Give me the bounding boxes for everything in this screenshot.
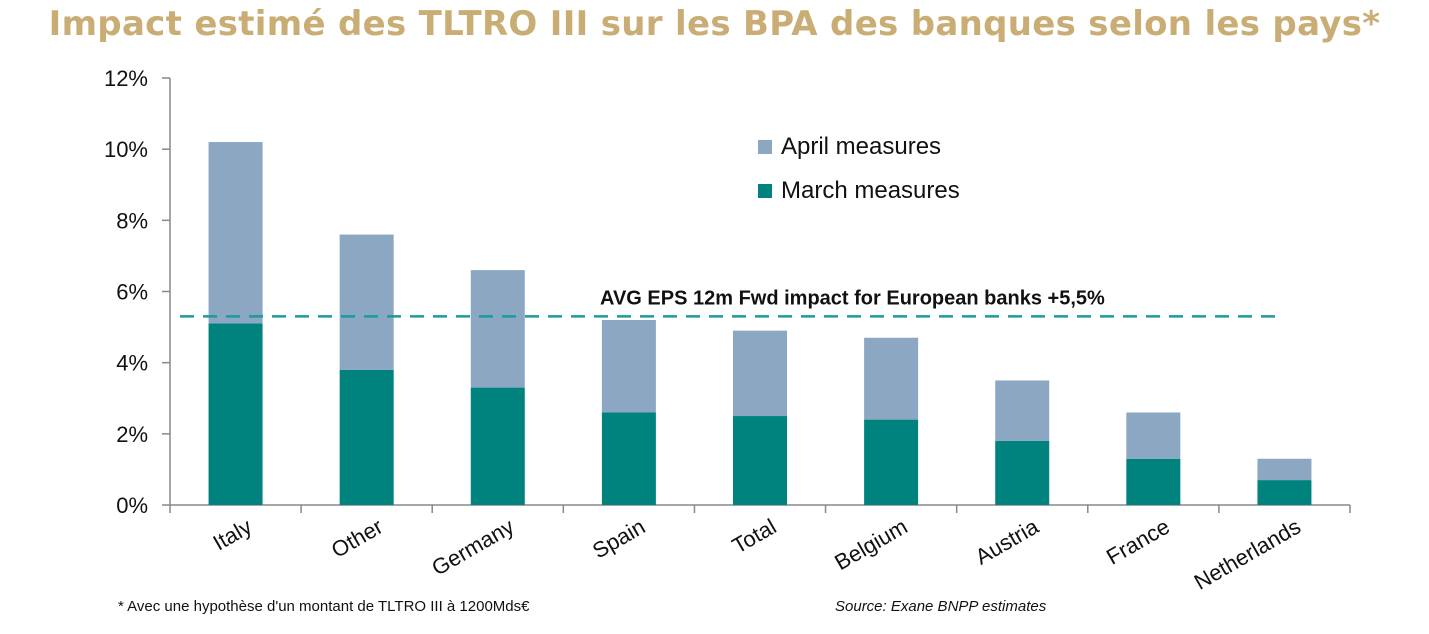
category-labels: Italy Other Germany Spain Total Belgium Austri… [209,513,1305,594]
bar-april-measures-austria [995,380,1050,441]
x-category-label: Other [327,514,387,563]
x-category-label: France [1102,514,1174,570]
x-category-label: Austria [971,513,1043,569]
x-category-label: Germany [427,514,518,581]
y-tick-label: 6% [116,280,148,305]
bar-april-measures-france [1126,412,1181,459]
bar-march-measures-germany [470,387,525,505]
x-category-label: Spain [588,514,649,564]
bar-april-measures-italy [208,142,263,324]
chart-title: Impact estimé des TLTRO III sur les BPA … [48,4,1381,44]
source-note: Source: Exane BNPP estimates [835,598,1047,615]
footnote: * Avec une hypothèse d'un montant de TLT… [118,598,530,615]
y-tick-label: 2% [116,422,148,447]
y-tick-label: 4% [116,351,148,376]
bar-march-measures-france [1126,458,1181,505]
bar-april-measures-germany [470,270,525,388]
y-tick-label: 0% [116,493,148,518]
bar-march-measures-italy [208,323,263,505]
y-tick-label: 12% [104,66,148,91]
bar-march-measures-spain [601,412,656,505]
bars [208,142,1312,505]
bar-april-measures-netherlands [1257,458,1312,481]
legend-label: March measures [781,177,960,204]
bar-april-measures-belgium [864,337,919,420]
bar-march-measures-netherlands [1257,480,1312,505]
y-tick-label: 10% [104,137,148,162]
legend: April measures March measures [758,133,960,204]
avg-line-label: AVG EPS 12m Fwd impact for European bank… [600,287,1105,309]
bar-april-measures-spain [601,319,656,413]
bar-april-measures-other [339,234,394,370]
legend-swatch [758,184,772,198]
x-category-label: Netherlands [1190,514,1305,595]
x-category-label: Italy [209,514,256,556]
bar-march-measures-total [733,416,787,505]
legend-swatch [758,140,772,154]
x-category-label: Total [728,514,781,559]
legend-label: April measures [781,133,941,160]
bar-march-measures-austria [995,440,1050,505]
bar-march-measures-belgium [864,419,919,505]
y-tick-label: 8% [116,208,148,233]
x-category-label: Belgium [830,514,911,575]
reference-line: AVG EPS 12m Fwd impact for European bank… [180,287,1283,318]
bar-april-measures-total [733,330,787,417]
bar-march-measures-other [339,369,394,505]
